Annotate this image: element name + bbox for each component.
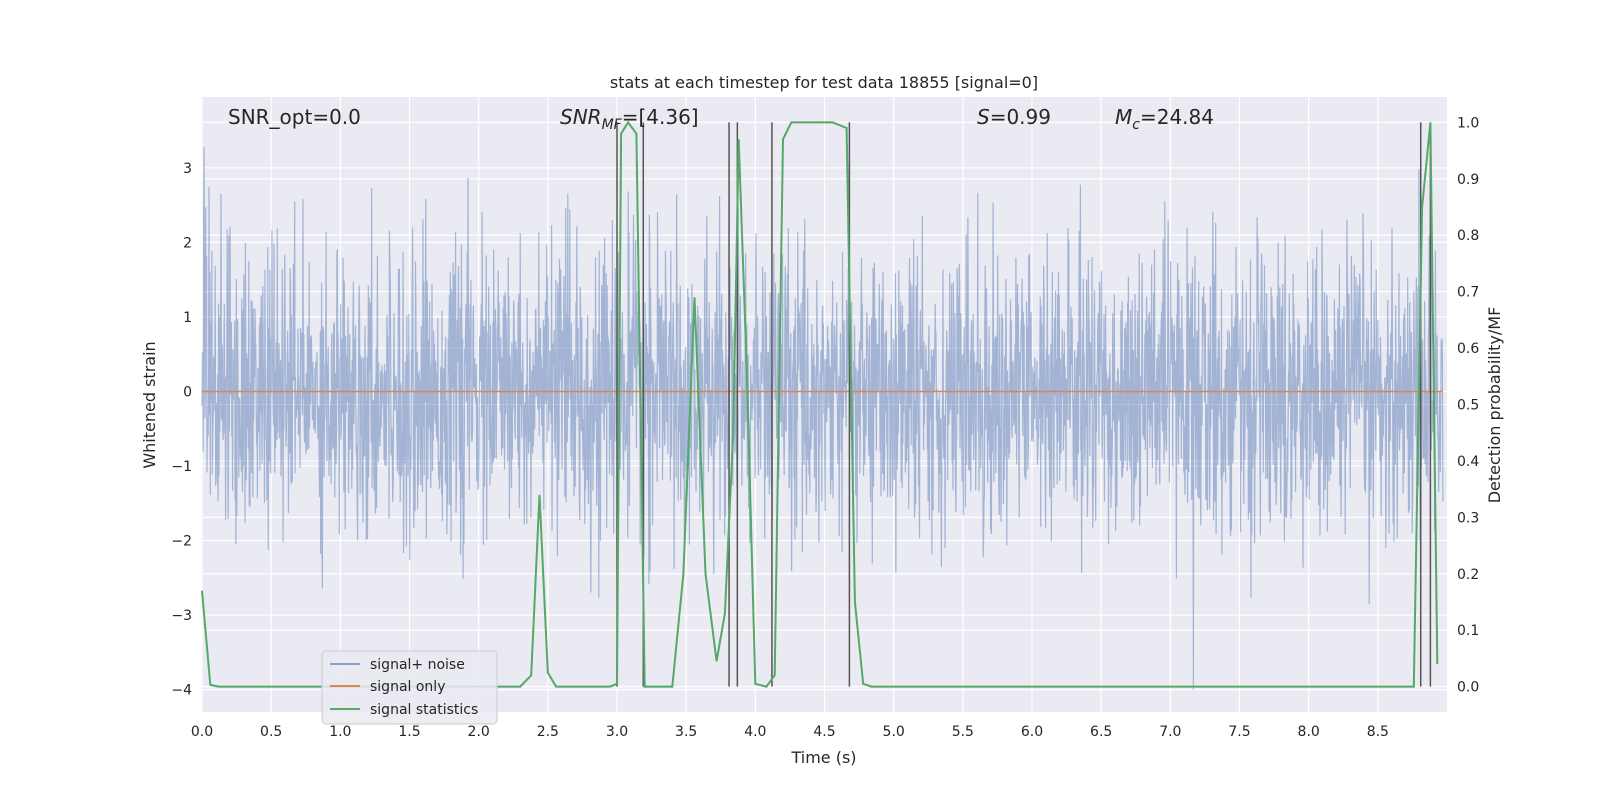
y2-tick-3: 0.3 — [1457, 510, 1479, 526]
annotation-mc-symbol: M — [1115, 105, 1132, 129]
y-axis-label: Whitened strain — [140, 341, 159, 468]
x-tick-11: 5.5 — [952, 724, 974, 740]
x-tick-13: 6.5 — [1090, 724, 1112, 740]
annotation-mc: Mc=24.84 — [1115, 105, 1214, 133]
x-tick-7: 3.5 — [675, 724, 697, 740]
x-tick-5: 2.5 — [537, 724, 559, 740]
stats-line — [201, 120, 1439, 688]
annotation-snr-mf-value: =[4.36] — [622, 105, 699, 129]
annotation-s-value: =0.99 — [990, 105, 1051, 129]
grid-lines — [201, 97, 1447, 712]
x-tick-15: 7.5 — [1228, 724, 1250, 740]
y2-tick-0: 0.0 — [1457, 680, 1479, 696]
y2-axis-label: Detection probability/MF — [1485, 307, 1504, 504]
y2-tick-10: 1.0 — [1457, 115, 1479, 131]
y-tick-1: −3 — [171, 608, 192, 624]
y2-tick-7: 0.7 — [1457, 285, 1479, 301]
x-tick-labels: 0.0 0.5 1.0 1.5 2.0 2.5 3.0 3.5 4.0 4.5 5.0 5.5 6.0 6… — [191, 724, 1389, 740]
x-tick-0: 0.0 — [191, 724, 213, 740]
y2-tick-1: 0.1 — [1457, 623, 1479, 639]
annotation-s-symbol: S — [977, 105, 990, 129]
series-signal-statistics — [201, 120, 1439, 688]
y2-tick-2: 0.2 — [1457, 567, 1479, 583]
y2-tick-6: 0.6 — [1457, 341, 1479, 357]
legend: signal+ noise signal only signal statist… — [321, 650, 498, 725]
x-tick-12: 6.0 — [1021, 724, 1043, 740]
y-tick-6: 2 — [183, 235, 192, 251]
chart-title: stats at each timestep for test data 188… — [610, 73, 1038, 92]
legend-label-signal: signal only — [370, 679, 445, 695]
x-tick-2: 1.0 — [329, 724, 351, 740]
y-tick-3: −1 — [171, 459, 192, 475]
y2-tick-labels: 0.0 0.1 0.2 0.3 0.4 0.5 0.6 0.7 0.8 0.9 1.0 — [1457, 115, 1479, 695]
x-axis-label: Time (s) — [790, 748, 856, 767]
y-tick-labels: −4 −3 −2 −1 0 1 2 3 — [171, 161, 192, 699]
annotation-mc-value: =24.84 — [1140, 105, 1214, 129]
annotation-s: S=0.99 — [977, 105, 1051, 129]
annotation-snr-mf: SNRMF=[4.36] — [560, 105, 699, 133]
noise-line — [201, 147, 1444, 690]
y-tick-4: 0 — [183, 384, 192, 400]
y-tick-0: −4 — [171, 683, 192, 699]
legend-box — [321, 650, 498, 725]
y2-tick-5: 0.5 — [1457, 398, 1479, 414]
legend-label-stats: signal statistics — [370, 702, 478, 718]
y2-tick-9: 0.9 — [1457, 172, 1479, 188]
x-tick-4: 2.0 — [468, 724, 490, 740]
annotation-snr-mf-sub: MF — [602, 117, 623, 133]
x-tick-10: 5.0 — [883, 724, 905, 740]
annotation-snr-opt: SNR_opt=0.0 — [228, 105, 361, 129]
y-tick-5: 1 — [183, 310, 192, 326]
x-tick-9: 4.5 — [813, 724, 835, 740]
y2-tick-4: 0.4 — [1457, 454, 1479, 470]
legend-label-noise: signal+ noise — [370, 657, 465, 673]
x-tick-8: 4.0 — [744, 724, 766, 740]
x-tick-17: 8.5 — [1367, 724, 1389, 740]
x-tick-16: 8.0 — [1298, 724, 1320, 740]
x-tick-3: 1.5 — [398, 724, 420, 740]
y-tick-2: −2 — [171, 534, 192, 550]
x-tick-1: 0.5 — [260, 724, 282, 740]
series-signal-noise — [201, 147, 1444, 690]
x-tick-6: 3.0 — [606, 724, 628, 740]
y2-tick-8: 0.8 — [1457, 228, 1479, 244]
annotation-snr-mf-symbol: SNR — [560, 105, 602, 129]
annotation-mc-sub: c — [1132, 117, 1140, 133]
y-tick-7: 3 — [183, 161, 192, 177]
x-tick-14: 7.0 — [1159, 724, 1181, 740]
